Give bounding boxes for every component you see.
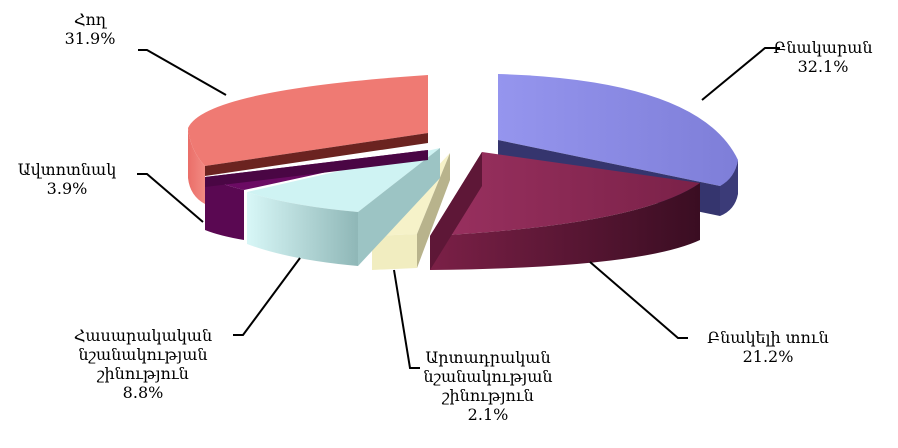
label-land-name: Հող	[73, 10, 107, 29]
label-industrial-line2: նշանակության	[423, 367, 553, 386]
label-apartment-name: Բնակարան	[773, 38, 873, 57]
label-apartment-value: 32.1%	[797, 57, 849, 76]
pie-slice-house	[430, 152, 700, 270]
leader-line-public	[233, 257, 301, 336]
label-industrial-line3: շինություն	[442, 386, 534, 405]
label-apartment: Բնակարան 32.1%	[768, 38, 878, 76]
slice-side-garage	[205, 177, 244, 240]
label-industrial-line1: Արտադրական	[425, 348, 551, 367]
pie-slice-garage	[205, 150, 428, 240]
leader-line-house	[589, 261, 688, 339]
pie-slice-public	[247, 148, 440, 266]
label-house: Բնակելի տուն 21.2%	[688, 328, 848, 366]
slice-side-house	[430, 183, 700, 270]
label-industrial-value: 2.1%	[467, 405, 509, 424]
label-garage: Ավտոտնակ 3.9%	[2, 160, 132, 198]
slice-top-land	[188, 75, 428, 166]
slice-side-industrial	[372, 234, 417, 270]
leader-lines	[137, 47, 780, 369]
leader-line-apartment	[701, 47, 780, 101]
label-garage-name: Ավտոտնակ	[17, 160, 117, 179]
label-land-value: 31.9%	[64, 29, 116, 48]
leader-line-industrial	[393, 269, 420, 369]
label-land: Հող 31.9%	[40, 10, 140, 48]
label-public-line2: նշանակության	[78, 345, 208, 364]
slice-top-house	[430, 152, 700, 236]
label-house-value: 21.2%	[742, 347, 794, 366]
pie-slice-land	[188, 75, 428, 204]
label-public: Հասարակական նշանակության շինություն 8.8%	[58, 326, 228, 402]
slice-side-public	[247, 192, 358, 266]
leader-line-garage	[137, 173, 204, 223]
label-industrial: Արտադրական նշանակության շինություն 2.1%	[408, 348, 568, 424]
leader-line-land	[138, 49, 227, 96]
label-public-value: 8.8%	[122, 383, 164, 402]
label-public-line1: Հասարակական	[73, 326, 213, 345]
label-public-line3: շինություն	[97, 364, 189, 383]
label-garage-value: 3.9%	[46, 179, 88, 198]
label-house-name: Բնակելի տուն	[707, 328, 829, 347]
slice-top-apartment	[498, 74, 738, 186]
slice-side-land	[188, 128, 205, 204]
slice-side-apartment	[720, 160, 738, 216]
